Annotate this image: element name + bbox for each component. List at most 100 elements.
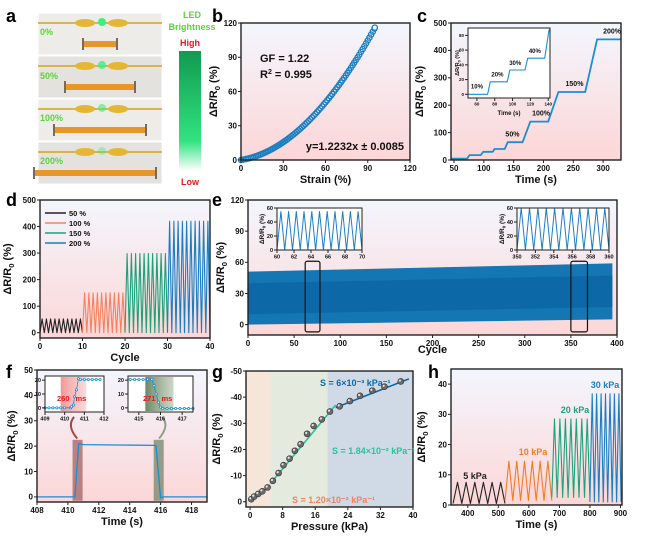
inset-point (86, 377, 90, 381)
data-point (356, 392, 364, 400)
led-glow (98, 147, 106, 155)
y-tick-label: 0 (238, 498, 243, 507)
strain-step-label: 50% (505, 132, 520, 139)
strain-label-200: 200% (40, 156, 63, 166)
x-tick-label: 408 (30, 506, 44, 515)
y-tick-label: 60 (228, 87, 237, 96)
x-tick-label: 412 (92, 506, 106, 515)
arrow-to-inset-1 (69, 416, 78, 440)
y-tick-label: 20 (459, 77, 465, 82)
x-tick-label: 30 (279, 164, 288, 173)
x-tick-label: 414 (123, 506, 137, 515)
fit-equation: y=1.2232x ± 0.0085 (306, 141, 404, 153)
data-point-highlight (252, 494, 255, 497)
y-tick-label: 200 (23, 275, 37, 284)
panel-label-d: d (6, 190, 17, 210)
gf-annotation: GF = 1.22 (260, 53, 309, 65)
data-point (300, 122, 307, 130)
data-point-highlight (370, 388, 373, 391)
led-brightness-bar (179, 51, 201, 171)
x-tick-label: 150 (507, 164, 521, 173)
strain-label-50: 50% (40, 71, 58, 81)
inset-point (72, 403, 76, 407)
inset-point (51, 406, 55, 410)
inset-point (169, 407, 173, 411)
sensitivity-label: S = 1.84×10⁻² kPa⁻¹ (332, 446, 415, 456)
data-point-highlight (358, 393, 361, 397)
y-axis-label: ΔR/R0 (%) (211, 413, 225, 465)
chart-h: 400 500 600 700 800 900 0 10 20 30 40 Time (s) ΔR/R0… (416, 368, 628, 531)
panel-label-b: b (212, 6, 223, 26)
inset-point (158, 405, 162, 409)
x-tick-label: 350 (512, 255, 521, 261)
y-tick-label: -40 (230, 393, 242, 402)
elastic-strip (34, 170, 156, 176)
inset-x-label: Time (s) (498, 111, 521, 117)
x-tick-label: 120 (403, 164, 417, 173)
alligator-clip (108, 105, 128, 113)
y-tick-label: 10 (35, 392, 41, 398)
data-point (275, 469, 282, 477)
series-100 (81, 292, 126, 334)
y-tick-label: 60 (235, 258, 244, 267)
data-point (336, 403, 343, 410)
series-30kPa (589, 393, 622, 503)
y-axis-label: ΔR/R0 (%) (208, 66, 222, 118)
inset-point (152, 384, 156, 388)
y-tick-label: 400 (23, 222, 37, 231)
inset-point (150, 377, 154, 381)
inset-point (82, 377, 86, 381)
y-tick-label: 60 (267, 206, 273, 212)
data-point-highlight (398, 379, 401, 382)
y-tick-label: -20 (230, 445, 242, 454)
data-point-highlight (260, 489, 263, 492)
y-tick-label: 30 (235, 289, 244, 298)
inset-f-1: 415 416 417 0 10 20 271 ms (118, 375, 195, 423)
data-point (308, 114, 316, 121)
response-line (37, 442, 207, 499)
inset-point (128, 377, 132, 381)
y-axis-label: ΔR/R0 (%) (416, 411, 430, 463)
inset-step-line (468, 29, 550, 95)
series-200 (166, 220, 211, 334)
data-point (258, 488, 266, 495)
x-tick-label: 24 (343, 511, 352, 520)
y-tick-label: 20 (35, 378, 41, 384)
data-point-highlight (298, 442, 301, 445)
inset-point (98, 377, 102, 381)
y-tick-label: 20 (507, 234, 513, 240)
x-tick-label: 352 (531, 255, 540, 261)
y-tick-label: 300 (434, 74, 448, 83)
panel-label-c: c (417, 6, 427, 26)
x-tick-label: 80 (492, 102, 498, 107)
photo-frame (37, 141, 163, 185)
x-tick-label: 400 (461, 509, 475, 518)
x-tick-label: 300 (518, 339, 532, 348)
x-tick-label: 40 (206, 342, 215, 351)
data-point (303, 430, 311, 438)
y-tick-label: 40 (459, 62, 465, 67)
inset-point (174, 407, 178, 411)
data-point (305, 117, 312, 125)
inset-point (47, 406, 51, 410)
inset-point (178, 407, 182, 411)
inset-point (94, 377, 98, 381)
x-tick-label: 700 (553, 509, 567, 518)
data-point (307, 115, 314, 123)
inset-point (141, 377, 145, 381)
plot-frame (467, 27, 551, 99)
x-axis-label: Cycle (110, 352, 139, 364)
rise-highlight (72, 439, 83, 501)
y-tick-label: 20 (24, 442, 33, 451)
inset-wave (276, 211, 363, 251)
y-tick-label: 400 (434, 46, 448, 55)
photo-row (37, 55, 163, 99)
response-time-unit: ms (76, 394, 87, 403)
series-50 (39, 318, 84, 334)
data-point (371, 24, 379, 31)
x-tick-label: 60 (274, 255, 280, 261)
strain-step-label: 150% (566, 81, 585, 88)
inset-point (90, 377, 94, 381)
led-glow (98, 18, 106, 26)
plot-background (517, 208, 609, 250)
